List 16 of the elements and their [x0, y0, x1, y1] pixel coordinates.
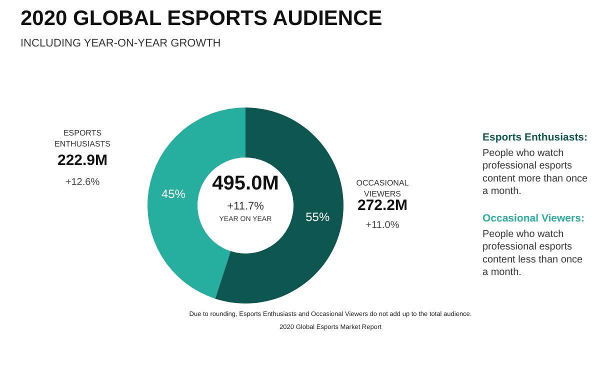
slice-label: OCCASIONAL VIEWERS [356, 178, 410, 198]
text: Esports Enthusiasts: [482, 132, 588, 144]
data-label: 45% [161, 187, 186, 202]
text: Occasional Viewers: [482, 212, 584, 224]
text: 272.2M [357, 197, 408, 214]
text: +11.7% [227, 200, 264, 212]
text: People who watch professional esports content more than once a month. [482, 148, 588, 197]
text: +11.0% [366, 220, 400, 231]
chart-title: 2020 GLOBAL ESPORTS AUDIENCE [20, 7, 382, 30]
text: +12.6% [65, 177, 100, 188]
data-label: 55% [306, 210, 330, 224]
text: 495.0M [212, 172, 279, 194]
chart-subtitle: INCLUDING YEAR-ON-YEAR GROWTH [20, 38, 221, 50]
slice-label: ESPORTS ENTHUSIASTS [54, 128, 111, 148]
text: People who watch professional esports content less than once a month. [482, 229, 584, 278]
text: 222.9M [57, 152, 108, 169]
